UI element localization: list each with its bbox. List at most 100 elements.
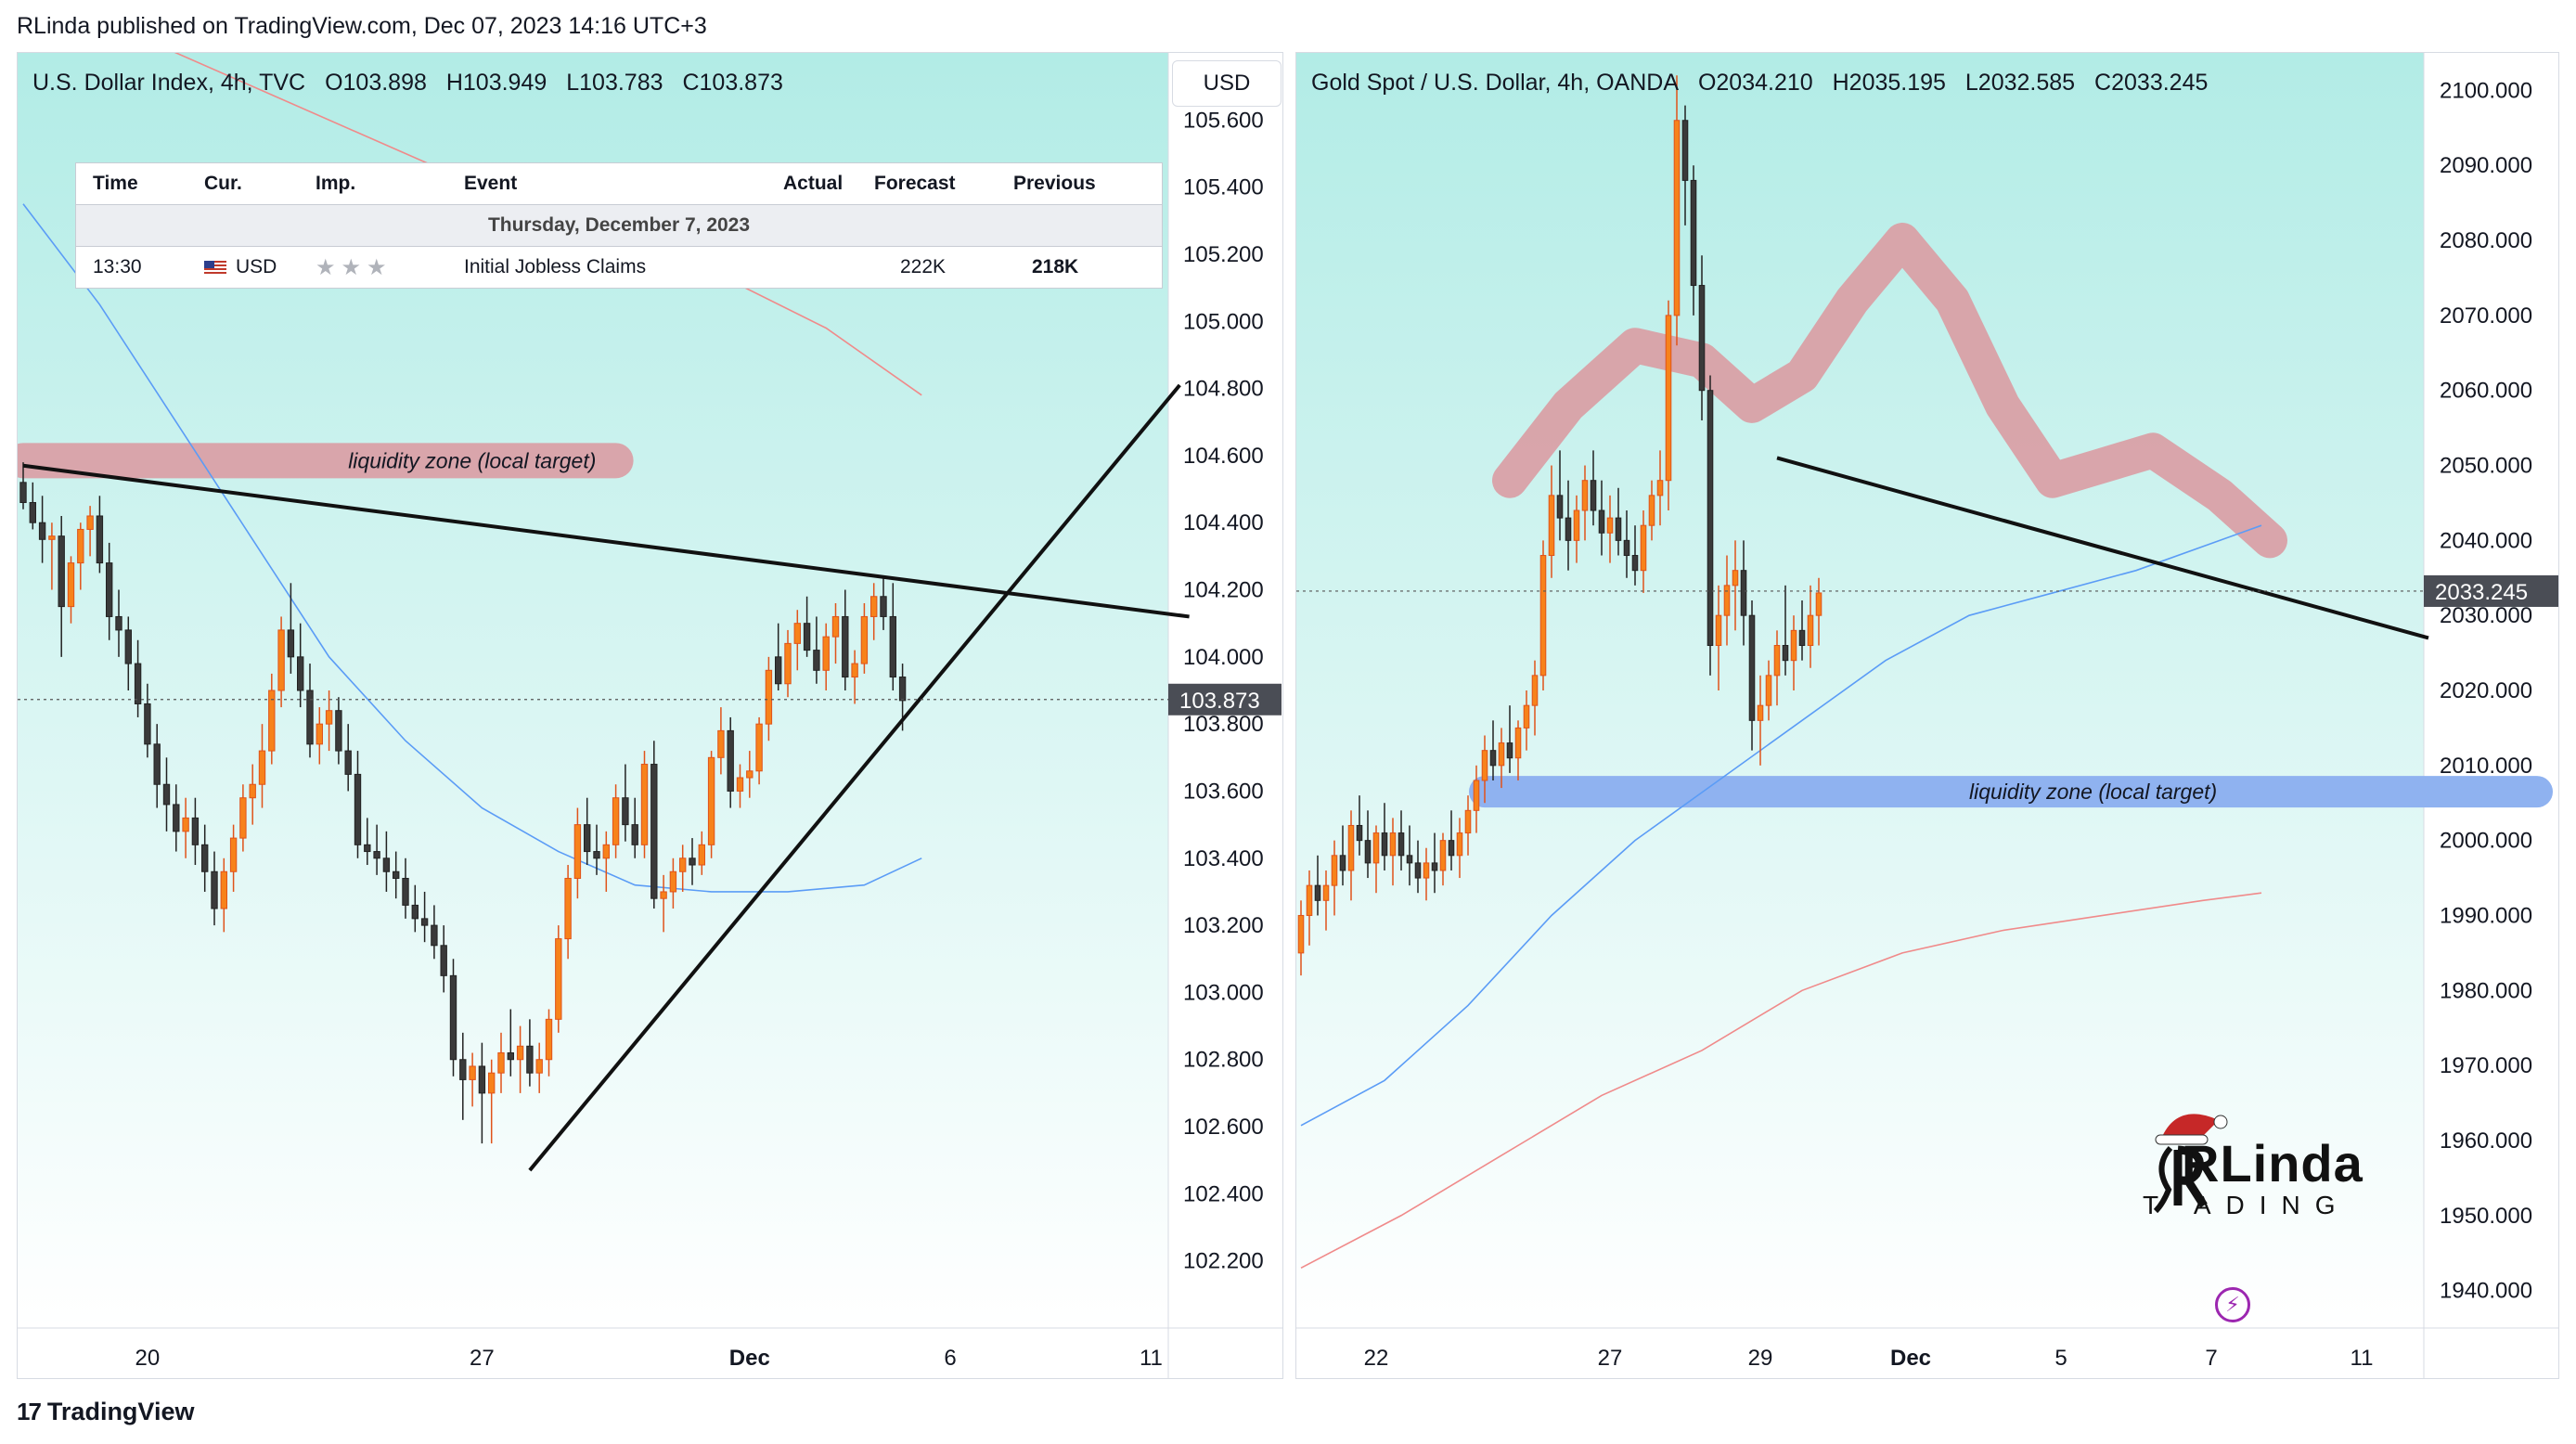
santa-hat-logo-icon [2153, 1114, 2228, 1214]
candle-body [842, 615, 849, 678]
dxy-close: C103.873 [682, 70, 783, 96]
candle-body [1556, 495, 1564, 519]
xauusd-low: L2032.585 [1964, 70, 2076, 96]
candle-body [612, 797, 620, 845]
candle-body [153, 743, 161, 785]
candle-body [1707, 390, 1714, 647]
dxy-open: O103.898 [325, 70, 427, 96]
candle-body [1372, 832, 1380, 864]
trendline [528, 383, 1181, 1172]
time-tick-label: 6 [944, 1346, 956, 1371]
price-tick-label: 104.600 [1183, 444, 1264, 469]
price-tick-label: 103.400 [1183, 846, 1264, 871]
tradingview-footer[interactable]: 17 TradingView [17, 1398, 194, 1426]
candle-body [201, 844, 209, 872]
econ-header-event: Event [464, 173, 518, 194]
econ-currency: USD [204, 256, 277, 278]
candle-body [1414, 862, 1422, 879]
rlinda-trading-logo: RLinda T ADING [2135, 1102, 2395, 1222]
xauusd-high: H2035.195 [1832, 70, 1946, 96]
price-tick-label: 2030.000 [2440, 603, 2532, 628]
candle-body [1773, 645, 1781, 677]
price-tick-label: 2100.000 [2440, 78, 2532, 103]
candle-body [1406, 855, 1413, 864]
candle-body [316, 723, 323, 745]
candle-body [420, 918, 429, 926]
candle-body [650, 764, 658, 899]
tradingview-brand: TradingView [46, 1398, 195, 1425]
econ-event-row[interactable]: 13:30 USD ★★★ Initial Jobless Claims 222… [76, 247, 1162, 288]
candle-body [1732, 570, 1739, 587]
candle-body [689, 857, 696, 866]
candle-body [1448, 840, 1455, 857]
price-tick-label: 105.000 [1183, 309, 1264, 334]
candle-body [831, 615, 840, 638]
publisher-line: RLinda published on TradingView.com, Dec… [17, 13, 707, 39]
price-tick-label: 2090.000 [2440, 153, 2532, 178]
price-tick-label: 102.400 [1183, 1181, 1264, 1206]
price-tick-label: 102.200 [1183, 1249, 1264, 1274]
candle-body [1681, 120, 1689, 181]
candle-body [344, 750, 352, 775]
candle-body [1565, 517, 1572, 541]
candle-body [1798, 629, 1806, 647]
candle-body [1790, 629, 1797, 662]
candle-body [1598, 509, 1605, 534]
candle-body [48, 535, 56, 540]
candle-body [211, 870, 218, 909]
candle-body [1615, 517, 1622, 541]
candle-body [860, 615, 869, 664]
candle-body [124, 629, 132, 664]
candle-body [182, 817, 189, 832]
price-tick-label: 2010.000 [2440, 754, 2532, 779]
currency-button[interactable]: USD [1172, 60, 1282, 107]
candle-body [459, 1059, 467, 1080]
candle-body [1322, 884, 1330, 901]
candle-body [1514, 727, 1522, 759]
head-and-shoulders-curve [1492, 223, 2287, 559]
time-tick-label: Dec [729, 1346, 770, 1371]
candle-body [191, 817, 200, 845]
econ-header-time: Time [93, 173, 138, 194]
candle-body [249, 783, 256, 799]
candle-body [669, 870, 677, 893]
price-tick-label: 2080.000 [2440, 228, 2532, 253]
dxy-symbol-name: U.S. Dollar Index, 4h, TVC [32, 70, 306, 96]
econ-header-imp: Imp. [316, 173, 356, 194]
price-tick-label: 103.000 [1183, 980, 1264, 1005]
dxy-chart-panel[interactable]: 105.600 105.400 105.200 105.000 104.800 104.6… [17, 52, 1283, 1379]
candle-body [1623, 539, 1630, 557]
candle-body [870, 596, 878, 617]
time-tick-label: 11 [1140, 1346, 1163, 1371]
candle-body [755, 723, 763, 772]
candle-body [19, 482, 27, 504]
xauusd-chart-svg[interactable]: 2100.000 2090.000 2080.000 2070.000 2060.000… [1296, 53, 2559, 1379]
moving-average-line [22, 203, 922, 893]
candle-body [1506, 742, 1513, 759]
dxy-symbol-legend: U.S. Dollar Index, 4h, TVC O103.898 H103… [32, 70, 796, 97]
lightning-bolt-icon[interactable]: ⚡ [2215, 1287, 2250, 1322]
candle-body [335, 710, 342, 752]
candle-body [593, 851, 600, 859]
candle-body [1782, 645, 1789, 662]
price-tick-label: 104.400 [1183, 510, 1264, 535]
candle-body [1356, 824, 1363, 842]
candle-body [411, 904, 419, 920]
candle-body [622, 797, 629, 826]
candle-body [707, 756, 715, 845]
candle-body [115, 615, 122, 631]
candle-body [297, 656, 304, 691]
candle-body [1590, 480, 1597, 511]
candle-body [1765, 675, 1772, 706]
candle-body [880, 596, 887, 617]
price-tick-label: 105.400 [1183, 175, 1264, 200]
econ-date-row: Thursday, December 7, 2023 [76, 205, 1162, 247]
xauusd-chart-panel[interactable]: 2100.000 2090.000 2080.000 2070.000 2060.000… [1295, 52, 2559, 1379]
candle-body [1723, 585, 1731, 616]
last-price-label: 103.873 [1179, 689, 1260, 714]
candle-body [1690, 179, 1697, 287]
candle-body [1748, 614, 1756, 721]
price-tick-label: 1970.000 [2440, 1053, 2532, 1078]
candle-body [1297, 914, 1305, 954]
price-tick-label: 1980.000 [2440, 978, 2532, 1003]
